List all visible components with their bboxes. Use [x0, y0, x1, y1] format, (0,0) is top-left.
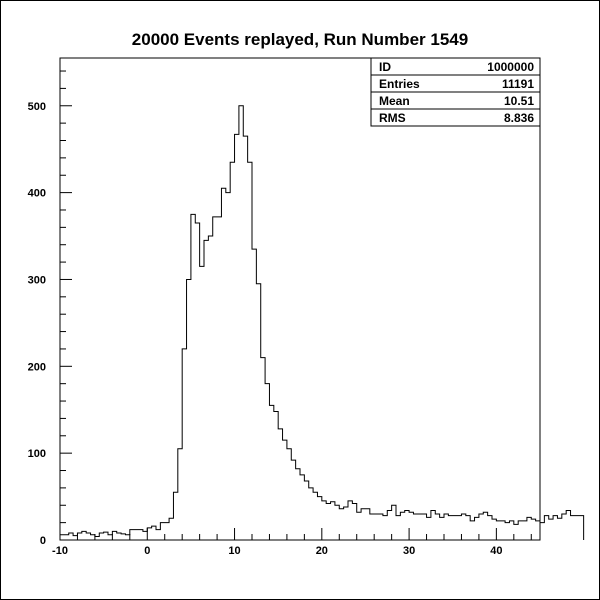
stats-value: 10.51	[504, 94, 534, 108]
y-tick-label: 200	[28, 361, 46, 373]
stats-box: ID 1000000 Entries 11191 Mean 10.51 RMS 8.836	[370, 57, 541, 127]
x-tick-label: -10	[52, 545, 68, 557]
x-tick-label: 20	[316, 545, 328, 557]
stats-label: ID	[379, 60, 391, 74]
stats-label: Mean	[379, 94, 410, 108]
y-tick-label: 300	[28, 274, 46, 286]
y-tick-label: 0	[40, 535, 46, 547]
y-tick-label: 400	[28, 188, 46, 200]
x-tick-label: 10	[228, 545, 240, 557]
chart-title: 20000 Events replayed, Run Number 1549	[132, 30, 468, 49]
x-tick-label: 30	[403, 545, 415, 557]
stats-value: 1000000	[487, 60, 534, 74]
y-tick-label: 500	[28, 101, 46, 113]
histogram-outline	[60, 105, 585, 540]
axes-frame	[59, 57, 541, 541]
x-tick-label: 0	[144, 545, 150, 557]
stats-label: RMS	[379, 111, 406, 125]
x-tick-label: 40	[490, 545, 502, 557]
y-tick-label: 100	[28, 448, 46, 460]
stats-value: 11191	[502, 77, 534, 91]
stats-value: 8.836	[504, 111, 534, 125]
stats-label: Entries	[379, 77, 420, 91]
